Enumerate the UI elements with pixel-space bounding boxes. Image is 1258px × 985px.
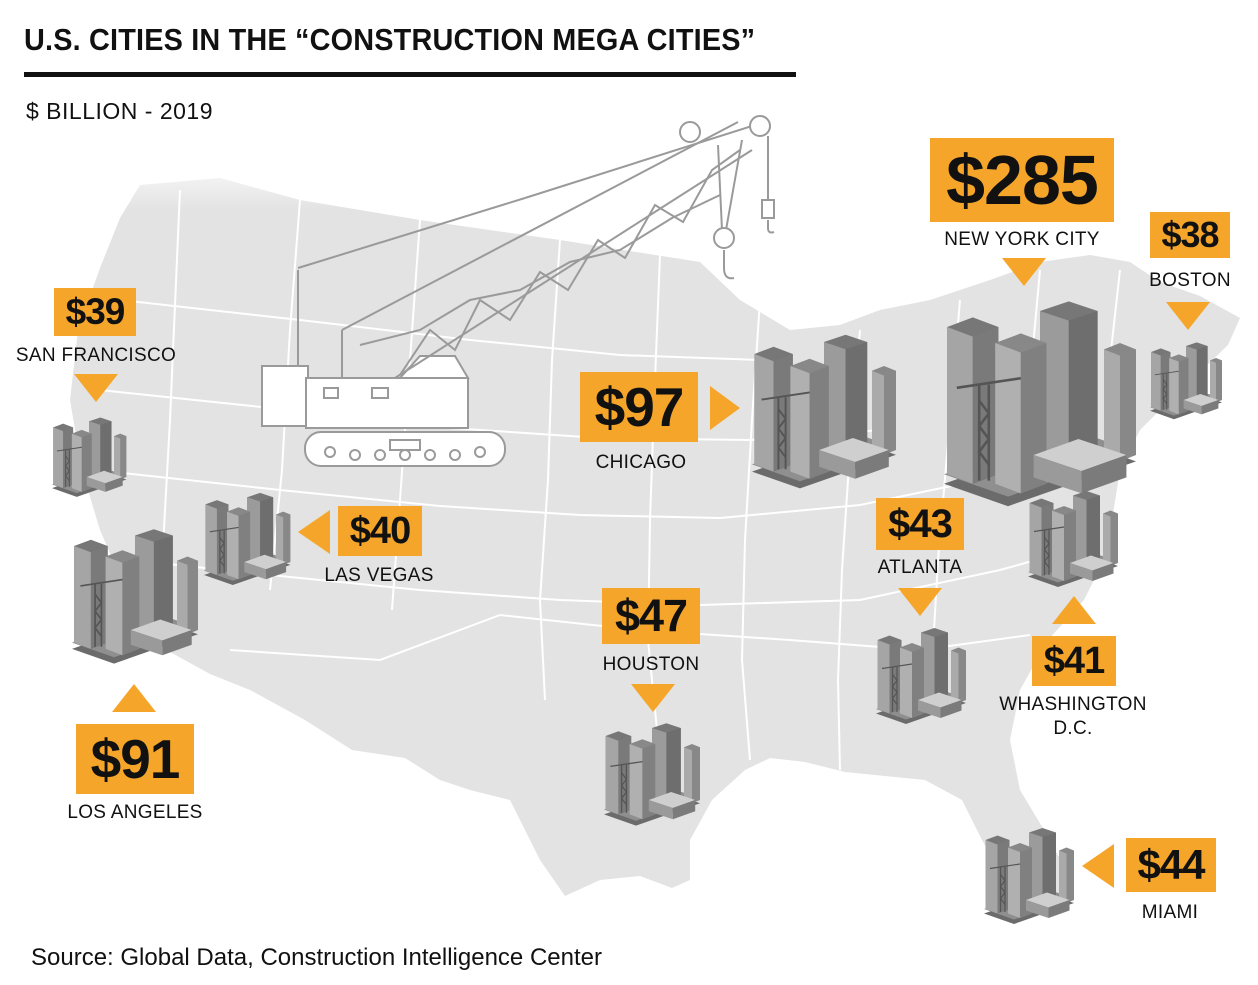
crane-icon xyxy=(261,115,775,467)
triangle-pointer-icon xyxy=(710,386,740,430)
label-washington-dc: WHASHINGTON D.C. xyxy=(999,694,1147,739)
badge-new-york-city: $285 xyxy=(930,138,1114,222)
triangle-pointer-icon xyxy=(1082,844,1114,888)
badge-chicago: $97 xyxy=(580,372,698,442)
triangle-pointer-icon xyxy=(1166,302,1210,330)
label-boston: BOSTON xyxy=(1149,270,1231,291)
page-title: U.S. CITIES IN THE “CONSTRUCTION MEGA CI… xyxy=(24,22,756,57)
source-note: Source: Global Data, Construction Intell… xyxy=(31,944,602,971)
triangle-pointer-icon xyxy=(74,374,118,402)
badge-boston: $38 xyxy=(1150,212,1230,258)
badge-houston: $47 xyxy=(602,588,700,644)
badge-san-francisco: $39 xyxy=(54,288,136,336)
title-rule xyxy=(24,72,796,77)
label-san-francisco: SAN FRANCISCO xyxy=(15,345,177,366)
badge-las-vegas: $40 xyxy=(338,506,422,556)
label-chicago: CHICAGO xyxy=(595,452,687,473)
triangle-pointer-icon xyxy=(112,684,156,712)
triangle-pointer-icon xyxy=(298,510,330,554)
label-houston: HOUSTON xyxy=(602,654,700,675)
badge-atlanta: $43 xyxy=(876,498,964,550)
label-new-york-city: NEW YORK CITY xyxy=(944,229,1100,250)
label-atlanta: ATLANTA xyxy=(877,557,963,578)
subtitle: $ BILLION - 2019 xyxy=(26,98,213,124)
triangle-pointer-icon xyxy=(898,588,942,616)
triangle-pointer-icon xyxy=(1002,258,1046,286)
badge-washington-dc: $41 xyxy=(1032,636,1116,686)
triangle-pointer-icon xyxy=(1052,596,1096,624)
label-miami: MIAMI xyxy=(1141,902,1199,923)
badge-los-angeles: $91 xyxy=(76,724,194,794)
badge-miami: $44 xyxy=(1126,838,1216,892)
triangle-pointer-icon xyxy=(631,684,675,712)
label-los-angeles: LOS ANGELES xyxy=(67,802,203,823)
label-las-vegas: LAS VEGAS xyxy=(324,565,434,586)
building-cluster-icon xyxy=(983,827,1075,925)
